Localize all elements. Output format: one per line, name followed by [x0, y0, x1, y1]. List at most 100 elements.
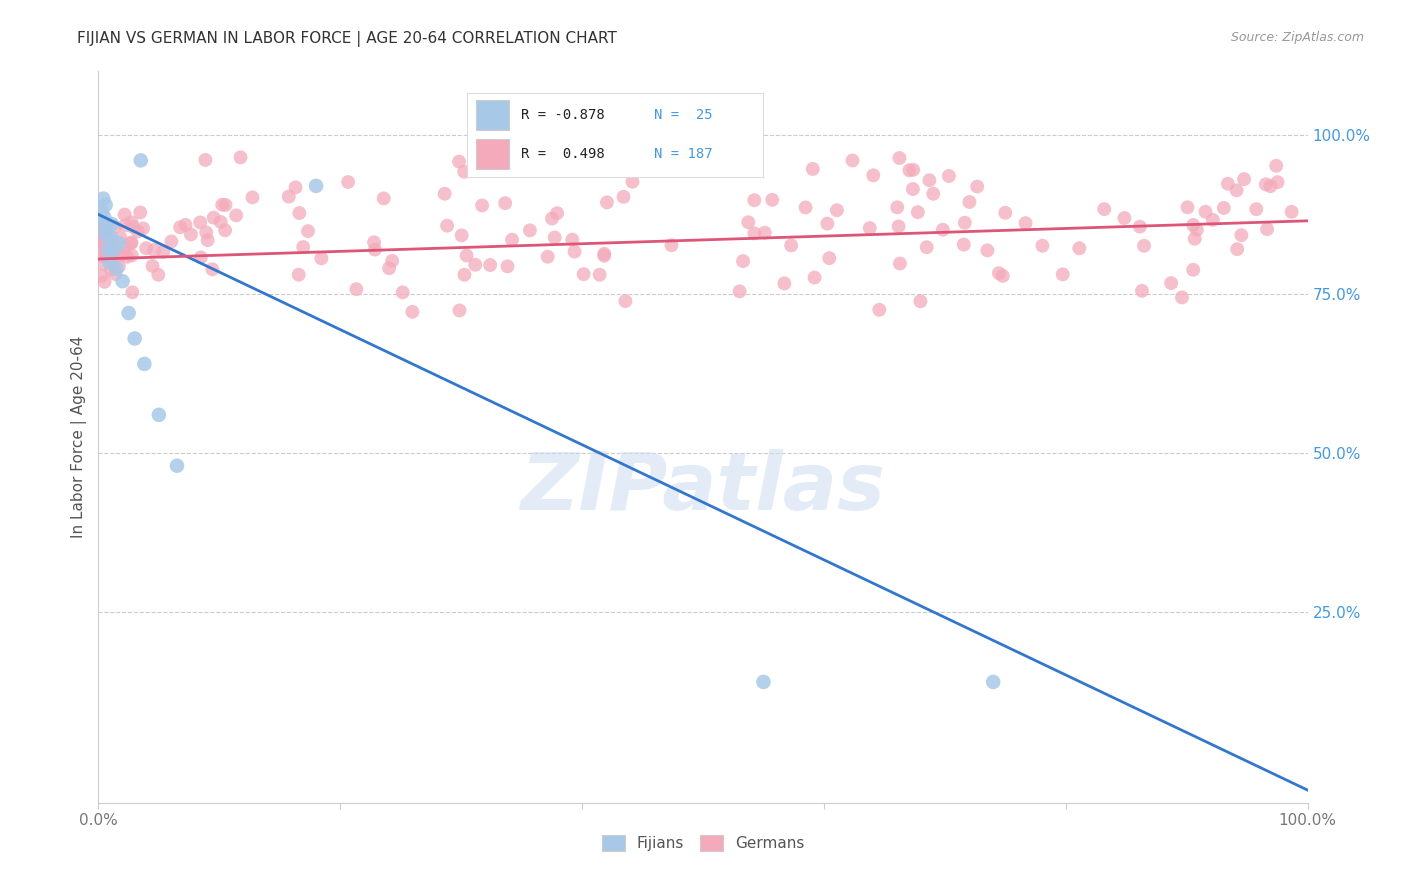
- Point: [754, 226, 776, 240]
- Point: [288, 206, 311, 220]
- Point: [966, 179, 988, 194]
- Point: [197, 233, 219, 247]
- Point: [103, 243, 125, 257]
- Point: [728, 285, 751, 299]
- Point: [127, 224, 149, 238]
- Point: [166, 458, 188, 473]
- Point: [1177, 200, 1199, 214]
- Point: [614, 294, 637, 309]
- Point: [311, 252, 333, 266]
- Point: [96, 246, 118, 260]
- Point: [621, 175, 644, 189]
- Point: [1133, 239, 1156, 253]
- Point: [519, 223, 541, 237]
- Point: [337, 175, 360, 189]
- Point: [111, 274, 134, 288]
- Point: [868, 302, 890, 317]
- Point: [100, 249, 122, 263]
- Point: [90, 240, 112, 254]
- Point: [94, 198, 117, 212]
- Point: [898, 163, 921, 178]
- Point: [901, 162, 924, 177]
- Point: [284, 180, 307, 194]
- Point: [114, 208, 136, 222]
- Point: [752, 675, 775, 690]
- Point: [1129, 219, 1152, 234]
- Point: [105, 261, 128, 276]
- Point: [373, 191, 395, 205]
- Text: Source: ZipAtlas.com: Source: ZipAtlas.com: [1230, 31, 1364, 45]
- Point: [115, 250, 138, 264]
- Point: [104, 267, 127, 281]
- Point: [546, 206, 568, 220]
- Point: [100, 217, 122, 231]
- Point: [596, 195, 619, 210]
- Point: [1246, 202, 1268, 216]
- Point: [91, 257, 114, 271]
- Point: [344, 282, 367, 296]
- Point: [90, 212, 112, 227]
- Text: ZIPatlas: ZIPatlas: [520, 450, 886, 527]
- Point: [100, 244, 122, 258]
- Point: [976, 244, 998, 258]
- Point: [100, 229, 122, 244]
- Point: [174, 218, 197, 232]
- Point: [1114, 211, 1136, 225]
- Point: [862, 169, 884, 183]
- Point: [190, 251, 212, 265]
- Point: [1031, 238, 1053, 252]
- Point: [512, 161, 534, 175]
- Point: [1052, 268, 1074, 282]
- Point: [1281, 204, 1303, 219]
- Point: [114, 219, 136, 233]
- Point: [90, 211, 112, 225]
- Point: [124, 331, 146, 345]
- Point: [818, 251, 841, 265]
- Point: [381, 253, 404, 268]
- Point: [433, 186, 456, 201]
- Point: [93, 235, 115, 249]
- Point: [363, 235, 385, 250]
- Point: [94, 225, 117, 239]
- Point: [932, 223, 955, 237]
- Point: [593, 247, 616, 261]
- Point: [121, 215, 143, 229]
- Point: [292, 240, 315, 254]
- Point: [801, 161, 824, 176]
- Point: [1194, 204, 1216, 219]
- Point: [744, 227, 766, 241]
- Point: [1014, 216, 1036, 230]
- Point: [93, 275, 115, 289]
- Point: [104, 219, 127, 234]
- Point: [152, 244, 174, 259]
- Point: [129, 205, 152, 219]
- Point: [201, 262, 224, 277]
- Point: [1212, 201, 1234, 215]
- Point: [1202, 213, 1225, 227]
- Point: [910, 294, 932, 309]
- Point: [214, 223, 236, 237]
- Point: [90, 225, 112, 239]
- Point: [101, 237, 124, 252]
- Point: [194, 153, 217, 167]
- Point: [471, 198, 494, 212]
- Point: [479, 258, 502, 272]
- Point: [464, 258, 486, 272]
- Point: [449, 154, 471, 169]
- Point: [901, 182, 924, 196]
- Point: [90, 235, 112, 250]
- Point: [938, 169, 960, 183]
- Point: [93, 223, 115, 237]
- Point: [564, 244, 586, 259]
- Point: [1069, 241, 1091, 255]
- Point: [305, 178, 328, 193]
- Text: FIJIAN VS GERMAN IN LABOR FORCE | AGE 20-64 CORRELATION CHART: FIJIAN VS GERMAN IN LABOR FORCE | AGE 20…: [77, 31, 617, 47]
- Point: [135, 241, 157, 255]
- Point: [450, 228, 472, 243]
- Point: [129, 153, 152, 168]
- Point: [91, 192, 114, 206]
- Point: [94, 235, 117, 249]
- Point: [742, 193, 765, 207]
- Point: [1256, 222, 1278, 236]
- Point: [496, 260, 519, 274]
